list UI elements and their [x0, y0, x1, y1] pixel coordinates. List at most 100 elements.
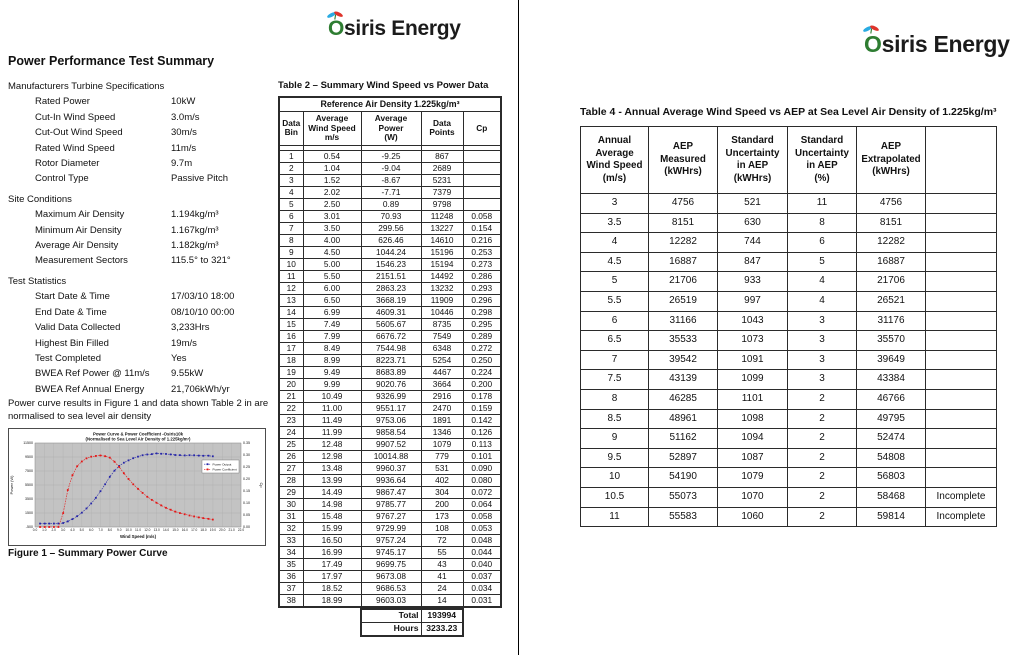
- table-cell: 3: [278, 173, 304, 187]
- table-row: 5.5 26519 997 4 26521: [580, 290, 997, 312]
- svg-text:Cp: Cp: [259, 482, 264, 488]
- table-cell: 55583: [648, 506, 718, 528]
- table-cell: [462, 185, 502, 199]
- table-cell: 4: [278, 185, 304, 199]
- table-cell: 933: [717, 271, 788, 292]
- table-cell: 9745.17: [360, 545, 422, 559]
- table-cell: 0.154: [462, 221, 502, 235]
- table-cell: 58468: [856, 486, 926, 508]
- table-cell: 9: [580, 428, 649, 449]
- column-header: Data Bin: [278, 111, 304, 146]
- table-cell: 11.00: [302, 401, 362, 415]
- table-cell: 7.99: [302, 329, 362, 343]
- table2-summary: Total 193994 Hours 3233.23: [360, 607, 464, 637]
- reference-density-cell: Reference Air Density 1.225kg/m³: [278, 96, 502, 112]
- table-row: 22 11.00 9551.17 2470 0.159: [278, 401, 502, 415]
- table-cell: 0.159: [462, 401, 502, 415]
- svg-text:3.0: 3.0: [61, 528, 66, 532]
- spec-value: Yes: [171, 352, 187, 364]
- table-cell: 8223.71: [360, 353, 422, 367]
- table-row: 3 4756 521 11 4756: [580, 193, 997, 214]
- table-cell: 5.00: [302, 257, 362, 271]
- svg-text:9.0: 9.0: [117, 528, 122, 532]
- table-cell: 11909: [420, 293, 464, 307]
- table-cell: 15194: [420, 257, 464, 271]
- wind-turbine-icon: [327, 11, 343, 20]
- table-cell: 0.295: [462, 317, 502, 331]
- spec-row: Cut-Out Wind Speed 30m/s: [8, 125, 278, 140]
- table-cell: 1546.23: [360, 257, 422, 271]
- table-row: 15 7.49 5605.67 8735 0.295: [278, 317, 502, 331]
- table-cell: 2.02: [302, 185, 362, 199]
- table-cell: 1098: [717, 408, 788, 430]
- table-cell: 18.99: [302, 593, 362, 607]
- table-cell: [925, 330, 997, 351]
- wind-turbine-icon: [863, 25, 879, 34]
- svg-text:22.0: 22.0: [238, 528, 244, 532]
- table-cell: 21: [278, 389, 304, 403]
- table-cell: 1091: [717, 349, 788, 371]
- table-cell: 1087: [717, 447, 788, 469]
- column-header: AEP Measured (kWHrs): [648, 126, 718, 194]
- table-cell: 1079: [420, 437, 464, 451]
- table-cell: 6.5: [580, 330, 649, 351]
- table-cell: 54808: [856, 447, 926, 469]
- table-cell: 5.5: [580, 290, 649, 312]
- table-cell: 402: [420, 473, 464, 487]
- table-cell: 9907.52: [360, 437, 422, 451]
- spec-section-heading: Test Statistics: [8, 275, 67, 287]
- table-row: 5 21706 933 4 21706: [580, 271, 997, 292]
- svg-text:1500: 1500: [25, 511, 33, 515]
- table-cell: 2470: [420, 401, 464, 415]
- svg-text:21.0: 21.0: [229, 528, 235, 532]
- spec-value: 115.5° to 321°: [171, 255, 231, 267]
- table-cell: 0.040: [462, 557, 502, 571]
- spec-value: 30m/s: [171, 127, 197, 139]
- total-value: 193994: [420, 608, 464, 623]
- table-cell: 0.053: [462, 521, 502, 535]
- table-cell: 8: [278, 233, 304, 247]
- table-cell: 5605.67: [360, 317, 422, 331]
- svg-text:15.0: 15.0: [172, 528, 178, 532]
- table-cell: 14492: [420, 269, 464, 283]
- svg-text:13.0: 13.0: [154, 528, 160, 532]
- table-cell: 0.142: [462, 413, 502, 427]
- table-cell: 3: [787, 310, 857, 332]
- table-cell: 9798: [420, 197, 464, 211]
- table-cell: 14610: [420, 233, 464, 247]
- spec-value: 21,706kWh/yr: [171, 383, 230, 395]
- table-cell: 6: [278, 209, 304, 223]
- table-cell: 23: [278, 413, 304, 427]
- table-row: 4 2.02 -7.71 7379: [278, 185, 502, 199]
- total-label: Total: [360, 608, 422, 623]
- table-cell: 48961: [648, 408, 718, 430]
- table-cell: [925, 467, 997, 488]
- table-cell: 3.50: [302, 221, 362, 235]
- table-cell: 7: [580, 349, 649, 371]
- table2: Reference Air Density 1.225kg/m³ Data Bin…: [278, 96, 503, 608]
- svg-text:19.0: 19.0: [210, 528, 216, 532]
- table-cell: 12.48: [302, 437, 362, 451]
- table-row: 9 4.50 1044.24 15196 0.253: [278, 245, 502, 259]
- table-cell: 1094: [717, 428, 788, 449]
- table-row: 23 11.49 9753.06 1891 0.142: [278, 413, 502, 427]
- table-cell: 46766: [856, 388, 926, 410]
- table-cell: 0.058: [462, 509, 502, 523]
- table-cell: 5: [787, 251, 857, 273]
- svg-text:0.00: 0.00: [243, 525, 250, 529]
- table-cell: 3.01: [302, 209, 362, 223]
- table-cell: 8.5: [580, 408, 649, 430]
- svg-text:16.0: 16.0: [182, 528, 188, 532]
- svg-text:11.0: 11.0: [135, 528, 141, 532]
- table-cell: 6.50: [302, 293, 362, 307]
- table-cell: 0.037: [462, 569, 502, 583]
- table-row: 1 0.54 -9.25 867: [278, 149, 502, 163]
- table-row: 24 11.99 9858.54 1346 0.126: [278, 425, 502, 439]
- spec-value: 1.167kg/m³: [171, 224, 219, 236]
- table-cell: 9020.76: [360, 377, 422, 391]
- spec-value: 3.0m/s: [171, 111, 200, 123]
- table-cell: 43384: [856, 369, 926, 390]
- normalisation-note: Power curve results in Figure 1 and data…: [8, 398, 269, 422]
- spec-value: 17/03/10 18:00: [171, 291, 235, 303]
- logo-o-text: O: [328, 17, 345, 40]
